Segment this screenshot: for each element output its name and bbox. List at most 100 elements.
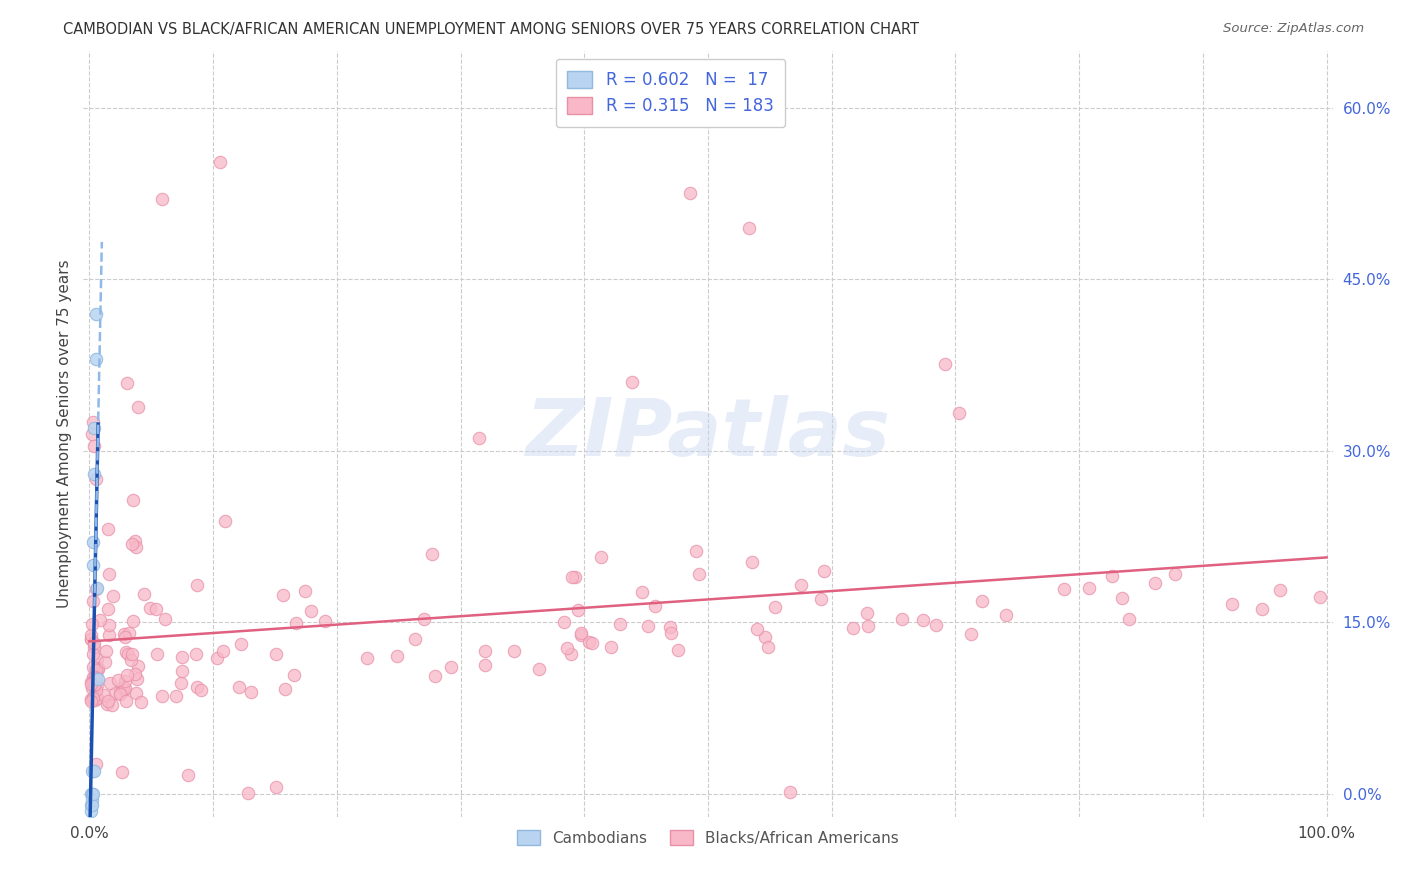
Point (1164, 566, 1187, 581)
Point (97, 602, 120, 616)
Point (314, 614, 336, 628)
Point (94, 656, 117, 670)
Point (474, 657, 496, 672)
Point (413, 612, 436, 626)
Point (600, 640, 623, 654)
Point (98, 618, 121, 632)
Point (104, 685, 127, 699)
Point (86, 672, 108, 686)
Point (97, 566, 120, 581)
Point (960, 626, 983, 640)
Point (121, 615, 143, 629)
Point (644, 599, 666, 614)
Point (84, 307, 107, 321)
Point (80, 632, 103, 646)
Point (125, 540, 148, 554)
Point (891, 612, 914, 626)
Point (763, 600, 786, 615)
Point (569, 626, 592, 640)
Point (283, 667, 305, 681)
Point (150, 689, 173, 703)
Point (779, 785, 801, 799)
Point (115, 645, 138, 659)
Point (294, 584, 316, 599)
Point (423, 669, 446, 683)
Point (80, 764, 103, 778)
Point (82, 675, 104, 690)
Point (114, 674, 136, 689)
Point (1143, 576, 1166, 591)
Point (129, 695, 152, 709)
Point (121, 537, 143, 551)
Point (86, 664, 108, 678)
Point (385, 649, 408, 664)
Point (86, 652, 108, 666)
Point (1270, 583, 1292, 598)
Point (80, 798, 103, 813)
Point (659, 626, 682, 640)
Point (790, 578, 813, 592)
Point (214, 514, 236, 528)
Point (146, 647, 169, 661)
Point (82, 787, 104, 801)
Point (101, 698, 124, 713)
Point (108, 686, 131, 700)
Point (138, 600, 160, 615)
Legend: Cambodians, Blacks/African Americans: Cambodians, Blacks/African Americans (508, 821, 908, 855)
Point (134, 586, 156, 600)
Point (80, 787, 103, 801)
Point (666, 643, 689, 657)
Point (356, 650, 378, 665)
Point (86, 472, 108, 486)
Point (239, 685, 262, 699)
Point (855, 606, 877, 620)
Point (84, 690, 107, 704)
Point (404, 632, 426, 646)
Point (96, 697, 118, 711)
Point (468, 431, 491, 445)
Point (80, 798, 103, 813)
Point (124, 533, 146, 548)
Point (155, 612, 177, 626)
Point (83, 421, 105, 435)
Point (107, 673, 129, 687)
Point (115, 693, 138, 707)
Point (93, 688, 115, 702)
Point (82, 660, 104, 674)
Point (184, 647, 207, 661)
Point (420, 547, 443, 561)
Point (112, 683, 135, 698)
Point (911, 613, 934, 627)
Point (94, 644, 117, 658)
Point (970, 594, 993, 608)
Point (1101, 569, 1123, 583)
Point (621, 375, 644, 389)
Text: Source: ZipAtlas.com: Source: ZipAtlas.com (1223, 22, 1364, 36)
Point (569, 627, 592, 641)
Point (80, 674, 103, 689)
Point (1118, 612, 1140, 626)
Point (630, 584, 652, 599)
Point (858, 619, 880, 633)
Point (122, 492, 145, 507)
Point (117, 667, 139, 681)
Point (1053, 582, 1076, 596)
Point (110, 764, 132, 779)
Point (86, 581, 108, 595)
Point (82, 670, 104, 684)
Point (186, 578, 208, 592)
Point (209, 155, 232, 169)
Point (80, 694, 103, 708)
Point (121, 647, 143, 661)
Text: ZIPatlas: ZIPatlas (526, 394, 890, 473)
Text: CAMBODIAN VS BLACK/AFRICAN AMERICAN UNEMPLOYMENT AMONG SENIORS OVER 75 YEARS COR: CAMBODIAN VS BLACK/AFRICAN AMERICAN UNEM… (63, 22, 920, 37)
Point (679, 186, 702, 200)
Point (97, 628, 120, 642)
Point (266, 647, 288, 661)
Point (578, 635, 600, 649)
Point (745, 622, 768, 636)
Point (1111, 591, 1133, 606)
Point (84, 668, 107, 682)
Point (842, 622, 865, 636)
Point (87, 673, 110, 687)
